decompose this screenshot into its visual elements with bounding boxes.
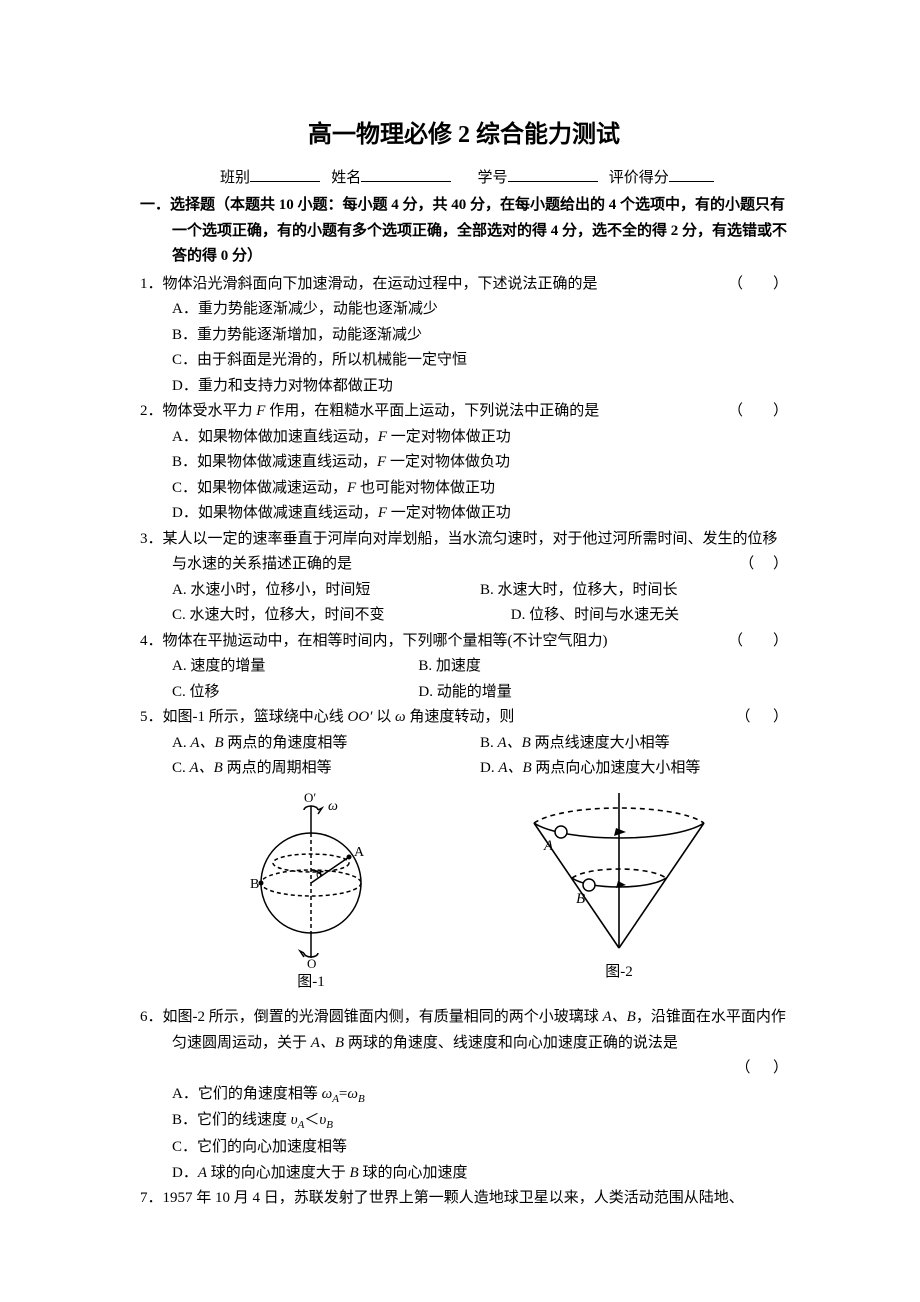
score-blank[interactable] <box>669 166 714 182</box>
fig1-O-top: O′ <box>304 790 316 805</box>
q5-stem-mid: 以 <box>372 709 395 725</box>
score-label: 评价得分 <box>609 170 669 186</box>
q4-opt-b[interactable]: B. 加速度 <box>418 654 788 680</box>
q5-options-row2: C. A、B 两点的周期相等 D. A、B 两点向心加速度大小相等 <box>140 756 788 782</box>
fig2-A: A <box>543 838 554 854</box>
figure-1-svg: O′ ω A B θ O <box>236 788 386 968</box>
name-label: 姓名 <box>331 170 361 186</box>
q3-options: A. 水速小时，位移小，时间短 B. 水速大时，位移大，时间长 C. 水速大时，… <box>140 578 788 629</box>
figures-row: O′ ω A B θ O 图-1 <box>140 788 788 996</box>
fig1-B: B <box>250 877 259 892</box>
q1-options: A．重力势能逐渐减少，动能也逐渐减少 B．重力势能逐渐增加，动能逐渐减少 C．由… <box>140 297 788 399</box>
figure-1-caption: 图-1 <box>236 970 386 996</box>
q2-stem-pre: 物体受水平力 <box>163 403 257 419</box>
q6-stem-3: 两球的角速度、线速度和向心加速度正确的说法是 <box>344 1035 678 1051</box>
q5-opt-b[interactable]: B. A、B 两点线速度大小相等 <box>480 731 788 757</box>
q4-opt-d[interactable]: D. 动能的增量 <box>418 680 788 706</box>
q2-stem-post: 作用，在粗糙水平面上运动，下列说法中正确的是 <box>265 403 599 419</box>
fig1-A: A <box>354 845 365 860</box>
q4-paren[interactable]: （ ） <box>728 629 788 655</box>
q5-paren[interactable]: （ ） <box>735 705 788 731</box>
q5-opt-d[interactable]: D. A、B 两点向心加速度大小相等 <box>480 756 788 782</box>
figure-1: O′ ω A B θ O 图-1 <box>236 788 386 996</box>
id-blank[interactable] <box>508 166 598 182</box>
question-3: 3．某人以一定的速率垂直于河岸向对岸划船，当水流匀速时，对于他过河所需时间、发生… <box>140 527 788 578</box>
q3-opt-d[interactable]: D. 位移、时间与水速无关 <box>511 603 788 629</box>
q5-opt-c[interactable]: C. A、B 两点的周期相等 <box>172 756 480 782</box>
q6-options: A．它们的角速度相等 ωA=ωB B．它们的线速度 υA＜υB C．它们的向心加… <box>140 1082 788 1186</box>
page-title: 高一物理必修 2 综合能力测试 <box>140 115 788 156</box>
q6-stem-1: 如图-2 所示，倒置的光滑圆锥面内侧，有质量相同的两个小玻璃球 <box>163 1009 603 1025</box>
q4-options: A. 速度的增量 B. 加速度 C. 位移 D. 动能的增量 <box>140 654 788 705</box>
q1-opt-a[interactable]: A．重力势能逐渐减少，动能也逐渐减少 <box>172 297 788 323</box>
q3-stem: 某人以一定的速率垂直于河岸向对岸划船，当水流匀速时，对于他过河所需时间、发生的位… <box>163 531 778 573</box>
question-7: 7．1957 年 10 月 4 日，苏联发射了世界上第一颗人造地球卫星以来，人类… <box>140 1186 788 1212</box>
q2-paren[interactable]: （ ） <box>728 399 788 425</box>
q6-opt-c[interactable]: C．它们的向心加速度相等 <box>172 1135 788 1161</box>
q1-paren[interactable]: （ ） <box>728 272 788 298</box>
question-6: 6．如图-2 所示，倒置的光滑圆锥面内侧，有质量相同的两个小玻璃球 A、B，沿锥… <box>140 1005 788 1056</box>
q6-num: 6． <box>140 1009 163 1025</box>
question-2: 2．物体受水平力 F 作用，在粗糙水平面上运动，下列说法中正确的是 （ ） <box>140 399 788 425</box>
fig1-omega: ω <box>328 799 338 814</box>
q1-opt-c[interactable]: C．由于斜面是光滑的，所以机械能一定守恒 <box>172 348 788 374</box>
exam-page: 高一物理必修 2 综合能力测试 班别 姓名 学号 评价得分 一．选择题（本题共 … <box>0 0 920 1302</box>
question-5: 5．如图-1 所示，篮球绕中心线 OO′ 以 ω 角速度转动，则 （ ） <box>140 705 788 731</box>
q5-OO: OO′ <box>348 709 373 725</box>
q1-num: 1． <box>140 276 163 292</box>
fig1-O-bot: O <box>307 956 316 968</box>
q3-paren[interactable]: （ ） <box>739 552 788 578</box>
q3-opt-c[interactable]: C. 水速大时，位移大，时间不变 <box>172 603 511 629</box>
section-1-heading: 一．选择题（本题共 10 小题：每小题 4 分，共 40 分，在每小题给出的 4… <box>140 193 788 270</box>
q5-num: 5． <box>140 709 163 725</box>
q6-opt-d[interactable]: D．A 球的向心加速度大于 B 球的向心加速度 <box>172 1161 788 1187</box>
name-blank[interactable] <box>361 166 451 182</box>
fig1-theta: θ <box>316 867 322 881</box>
q5-stem-post: 角速度转动，则 <box>406 709 515 725</box>
figure-2-svg: A B <box>514 788 724 958</box>
q6-paren[interactable]: （ ） <box>735 1056 788 1082</box>
q3-opt-b[interactable]: B. 水速大时，位移大，时间长 <box>480 578 788 604</box>
q1-stem: 物体沿光滑斜面向下加速滑动，在运动过程中，下述说法正确的是 <box>163 276 658 292</box>
q6-opt-b[interactable]: B．它们的线速度 υA＜υB <box>172 1108 788 1135</box>
q1-opt-b[interactable]: B．重力势能逐渐增加，动能逐渐减少 <box>172 323 788 349</box>
q5-stem-pre: 如图-1 所示，篮球绕中心线 <box>163 709 348 725</box>
class-blank[interactable] <box>250 166 320 182</box>
q4-opt-c[interactable]: C. 位移 <box>172 680 418 706</box>
q3-opt-a[interactable]: A. 水速小时，位移小，时间短 <box>172 578 480 604</box>
q6-opt-a[interactable]: A．它们的角速度相等 ωA=ωB <box>172 1082 788 1109</box>
q2-num: 2． <box>140 403 163 419</box>
q7-stem: 1957 年 10 月 4 日，苏联发射了世界上第一颗人造地球卫星以来，人类活动… <box>163 1190 744 1206</box>
q5-opt-a[interactable]: A. A、B 两点的角速度相等 <box>172 731 480 757</box>
question-4: 4．物体在平抛运动中，在相等时间内，下列哪个量相等(不计空气阻力) （ ） <box>140 629 788 655</box>
id-label: 学号 <box>478 170 508 186</box>
q4-num: 4． <box>140 633 163 649</box>
q2-opt-b[interactable]: B．如果物体做减速直线运动，F 一定对物体做负功 <box>172 450 788 476</box>
q2-opt-d[interactable]: D．如果物体做减速直线运动，F 一定对物体做正功 <box>172 501 788 527</box>
q2-opt-c[interactable]: C．如果物体做减速运动，F 也可能对物体做正功 <box>172 476 788 502</box>
q4-stem: 物体在平抛运动中，在相等时间内，下列哪个量相等(不计空气阻力) <box>163 633 608 649</box>
fig2-B: B <box>576 891 585 907</box>
q2-opt-a[interactable]: A．如果物体做加速直线运动，F 一定对物体做正功 <box>172 425 788 451</box>
q7-num: 7． <box>140 1190 163 1206</box>
student-info-line: 班别 姓名 学号 评价得分 <box>140 166 788 192</box>
figure-2-caption: 图-2 <box>514 960 724 986</box>
q5-options: A. A、B 两点的角速度相等 B. A、B 两点线速度大小相等 <box>140 731 788 757</box>
q4-opt-a[interactable]: A. 速度的增量 <box>172 654 418 680</box>
question-1: 1．物体沿光滑斜面向下加速滑动，在运动过程中，下述说法正确的是 （ ） <box>140 272 788 298</box>
q3-num: 3． <box>140 531 163 547</box>
q2-options: A．如果物体做加速直线运动，F 一定对物体做正功 B．如果物体做减速直线运动，F… <box>140 425 788 527</box>
class-label: 班别 <box>220 170 250 186</box>
q1-opt-d[interactable]: D．重力和支持力对物体都做正功 <box>172 374 788 400</box>
figure-2: A B 图-2 <box>514 788 724 996</box>
q5-omega: ω <box>395 709 406 725</box>
